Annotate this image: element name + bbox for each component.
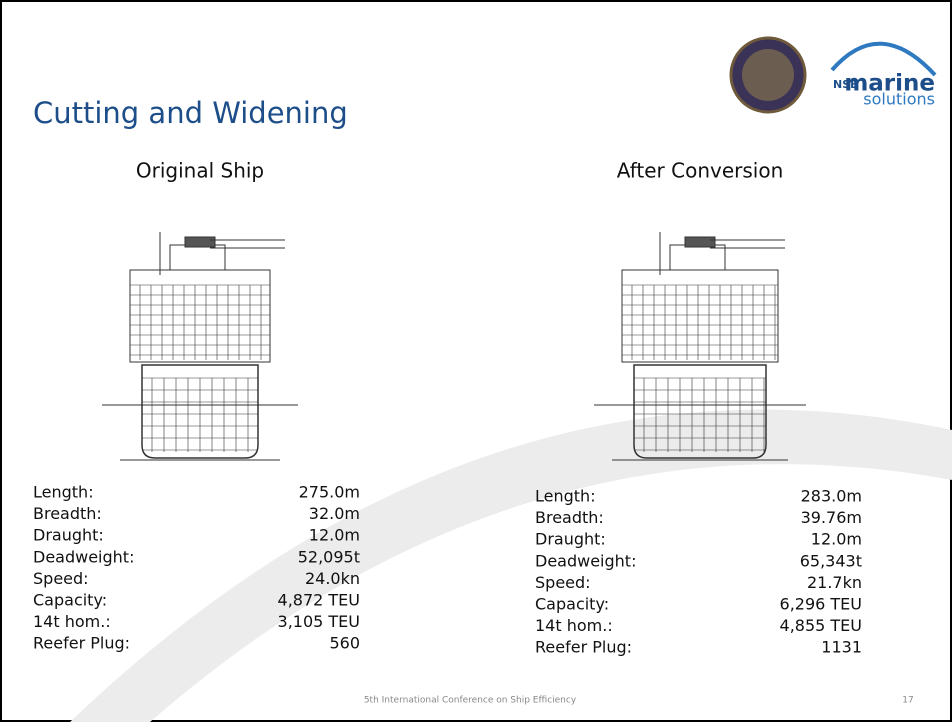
logo-prefix: NSB: [833, 78, 859, 91]
spec-label: Breadth:: [33, 504, 102, 523]
slide-title: Cutting and Widening: [33, 96, 348, 130]
spec-label: Speed:: [33, 569, 89, 588]
ship-upper-body: [621, 269, 779, 363]
spec-value: 275.0m: [299, 483, 360, 502]
spec-label: Length:: [535, 487, 596, 506]
ship-upper-body: [129, 269, 271, 363]
spec-value: 32.0m: [309, 504, 360, 523]
spec-value: 12.0m: [811, 530, 862, 549]
spec-value: 21.7kn: [807, 573, 862, 592]
spec-label: 14t hom.:: [535, 616, 613, 635]
spec-label: Deadweight:: [535, 551, 636, 570]
spec-label: Draught:: [33, 526, 104, 545]
seal-logo-inner: [742, 49, 794, 101]
logo-tagline: solutions: [863, 90, 935, 109]
background-swoosh: [70, 409, 952, 722]
spec-label: Reefer Plug:: [33, 634, 130, 653]
spec-value: 4,872 TEU: [278, 591, 360, 610]
spec-label: Draught:: [535, 530, 606, 549]
ship-bridge: [184, 236, 216, 248]
ship-bridge: [684, 236, 716, 248]
spec-value: 4,855 TEU: [780, 616, 862, 635]
spec-value: 52,095t: [298, 547, 360, 566]
spec-value: 3,105 TEU: [278, 612, 360, 631]
spec-label: Length:: [33, 483, 94, 502]
spec-value: 24.0kn: [305, 569, 360, 588]
spec-value: 6,296 TEU: [780, 595, 862, 614]
spec-label: Speed:: [535, 573, 591, 592]
spec-value: 560: [329, 634, 360, 653]
spec-value: 65,343t: [800, 551, 862, 570]
column-heading: After Conversion: [617, 159, 784, 183]
spec-label: Deadweight:: [33, 547, 134, 566]
spec-label: Reefer Plug:: [535, 638, 632, 657]
ship-hull: [633, 364, 767, 459]
spec-value: 39.76m: [801, 508, 862, 527]
spec-label: Capacity:: [535, 595, 609, 614]
page-number: 17: [902, 696, 913, 706]
spec-label: Breadth:: [535, 508, 604, 527]
spec-label: 14t hom.:: [33, 612, 111, 631]
spec-value: 283.0m: [801, 487, 862, 506]
column-heading: Original Ship: [136, 159, 264, 183]
spec-value: 12.0m: [309, 526, 360, 545]
logo-name: marine: [844, 71, 935, 97]
ship-hull: [141, 364, 259, 459]
logo-arc: [830, 41, 937, 77]
spec-value: 1131: [821, 638, 862, 657]
spec-label: Capacity:: [33, 591, 107, 610]
footer-text: 5th International Conference on Ship Eff…: [364, 696, 577, 706]
